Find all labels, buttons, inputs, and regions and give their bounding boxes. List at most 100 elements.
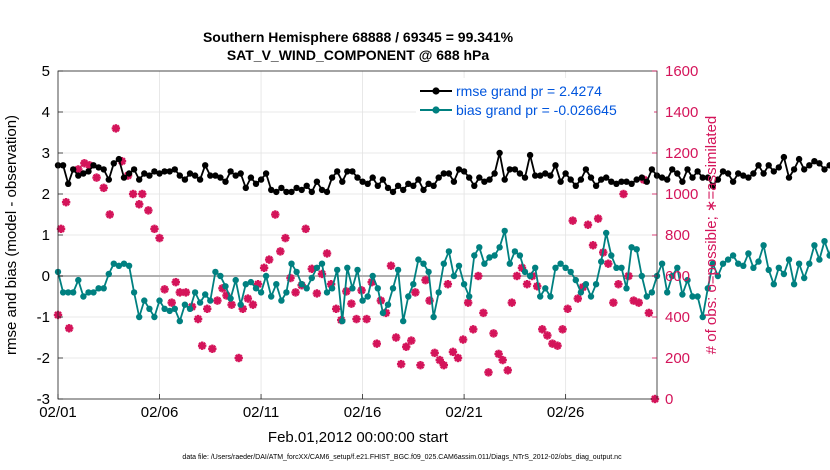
rmse-point bbox=[699, 174, 706, 181]
bias-point bbox=[481, 260, 488, 267]
rmse-point bbox=[115, 155, 123, 163]
left-tick-label: 5 bbox=[42, 63, 50, 80]
bias-point bbox=[821, 238, 828, 245]
rmse-point bbox=[252, 180, 260, 187]
rmse-point bbox=[110, 160, 118, 167]
obs-marker-stroke bbox=[160, 285, 169, 294]
bias-point bbox=[242, 281, 249, 288]
x-axis: 02/01 02/06 02/11 02/16 02/21 02/26 bbox=[39, 394, 584, 421]
rmse-point bbox=[770, 168, 777, 175]
rmse-point bbox=[151, 168, 158, 175]
bias-point bbox=[694, 293, 701, 300]
rmse-point bbox=[760, 170, 767, 177]
obs-marker-stroke bbox=[182, 288, 190, 297]
obs-marker-stroke bbox=[249, 300, 257, 309]
obs-marker-stroke bbox=[454, 354, 462, 362]
rmse-point bbox=[755, 162, 762, 169]
right-tick-label: 1400 bbox=[665, 104, 698, 121]
bias-point bbox=[410, 281, 417, 288]
rmse-point bbox=[795, 155, 803, 163]
bias-point bbox=[232, 276, 239, 284]
bias-point bbox=[85, 289, 92, 296]
bias-point bbox=[582, 281, 590, 288]
chart-title-line1: Southern Hemisphere 68888 / 69345 = 99.3… bbox=[203, 29, 514, 45]
obs-marker-stroke bbox=[238, 304, 247, 313]
obs-marker-stroke bbox=[435, 356, 444, 364]
obs-marker bbox=[234, 353, 243, 363]
obs-marker-stroke bbox=[645, 309, 653, 317]
obs-marker-stroke bbox=[135, 200, 144, 209]
rmse-point bbox=[587, 174, 595, 181]
rmse-point bbox=[506, 166, 513, 173]
rmse-point bbox=[207, 172, 214, 179]
obs-marker-stroke bbox=[80, 159, 89, 168]
obs-marker bbox=[435, 355, 444, 365]
rmse-point bbox=[532, 172, 539, 179]
rmse-point bbox=[577, 176, 585, 183]
rmse-point bbox=[704, 174, 711, 181]
right-tick-label: 0 bbox=[665, 391, 673, 408]
rmse-point bbox=[389, 188, 397, 196]
rmse-point bbox=[430, 182, 437, 189]
bias-point bbox=[724, 256, 732, 263]
bias-point bbox=[633, 246, 640, 253]
bias-point bbox=[714, 272, 722, 280]
obs-marker-stroke bbox=[533, 282, 542, 291]
bias-point bbox=[643, 293, 650, 300]
rmse-point bbox=[572, 182, 579, 189]
rmse-point bbox=[613, 180, 620, 187]
bias-point bbox=[760, 242, 767, 249]
rmse-point bbox=[65, 180, 72, 187]
obs-marker-stroke bbox=[105, 210, 114, 219]
rmse-point bbox=[547, 172, 554, 179]
rmse-point bbox=[196, 176, 204, 183]
bias-point bbox=[704, 285, 711, 292]
obs-marker-stroke bbox=[352, 315, 361, 323]
bias-point bbox=[354, 266, 361, 274]
left-tick-label: -1 bbox=[37, 309, 50, 326]
legend: rmse grand pr = 2.4274 bias grand pr = -… bbox=[416, 78, 654, 120]
obs-marker bbox=[494, 349, 503, 359]
bias-point bbox=[400, 317, 407, 325]
obs-marker bbox=[92, 173, 101, 182]
bias-point bbox=[222, 283, 229, 290]
obs-marker bbox=[489, 329, 498, 338]
rmse-point bbox=[765, 162, 772, 169]
bias-point bbox=[146, 305, 153, 312]
obs-marker-stroke bbox=[271, 210, 280, 219]
rmse-point bbox=[420, 186, 427, 194]
obs-marker-stroke bbox=[57, 225, 65, 233]
bias-point bbox=[166, 307, 173, 315]
bias-point bbox=[765, 266, 772, 274]
rmse-point bbox=[638, 174, 645, 181]
bias-point bbox=[557, 260, 564, 267]
rmse-point bbox=[740, 172, 747, 179]
bias-point bbox=[440, 260, 447, 267]
x-tick-label: 02/16 bbox=[344, 404, 382, 421]
chart-title-line2: SAT_V_WIND_COMPONENT @ 688 hPa bbox=[227, 47, 490, 63]
obs-marker bbox=[498, 355, 507, 365]
right-tick-label: 1200 bbox=[665, 145, 698, 162]
x-axis-label: Feb.01,2012 00:00:00 start bbox=[268, 429, 449, 446]
bias-point bbox=[664, 289, 671, 296]
obs-marker-stroke bbox=[503, 366, 512, 375]
obs-marker bbox=[634, 298, 643, 307]
rmse-point bbox=[339, 178, 346, 185]
obs-marker bbox=[407, 336, 416, 345]
left-tick-label: 2 bbox=[42, 186, 50, 203]
bias-series bbox=[54, 227, 830, 325]
bias-point bbox=[709, 260, 716, 267]
obs-marker-stroke bbox=[444, 280, 452, 289]
obs-marker-stroke bbox=[629, 296, 638, 305]
bias-point bbox=[618, 264, 625, 271]
rmse-point bbox=[445, 170, 453, 177]
rmse-point bbox=[374, 182, 381, 189]
rmse-point bbox=[394, 182, 402, 189]
rmse-point bbox=[481, 178, 488, 185]
rmse-point bbox=[237, 170, 244, 177]
bias-point bbox=[613, 264, 620, 271]
obs-marker bbox=[181, 288, 191, 297]
rmse-point bbox=[85, 168, 92, 175]
bias-point bbox=[65, 289, 72, 296]
